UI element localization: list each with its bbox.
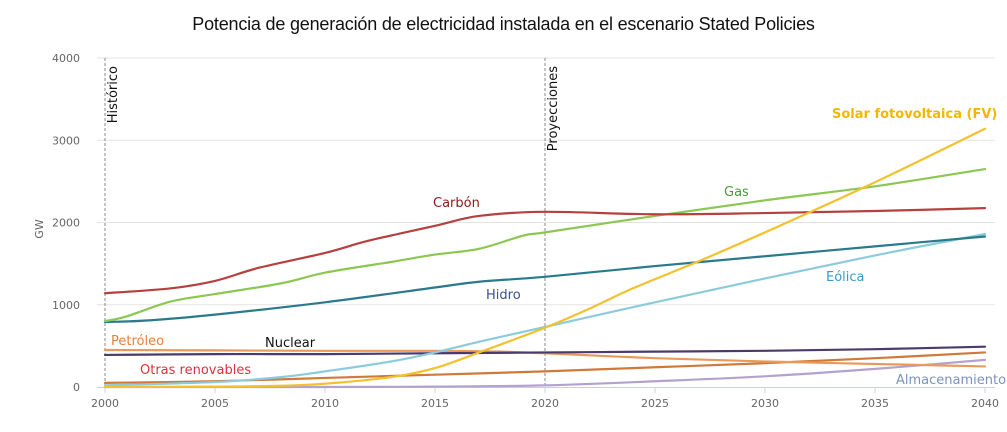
series-label-solar-fotovoltaica-fv: Solar fotovoltaica (FV) bbox=[832, 107, 997, 122]
x-tick-label: 2030 bbox=[751, 397, 779, 410]
y-axis-label: GW bbox=[33, 219, 46, 239]
series-line-hidro bbox=[103, 235, 987, 324]
series-line-almacenamiento bbox=[103, 358, 987, 389]
annotation-label: Histórico bbox=[106, 66, 121, 123]
series-layer bbox=[103, 127, 987, 389]
x-tick-label: 2000 bbox=[91, 397, 119, 410]
series-label-petroleo: Petróleo bbox=[111, 334, 164, 349]
y-tick-label: 0 bbox=[73, 381, 80, 394]
y-tick-label: 4000 bbox=[52, 52, 80, 65]
series-label-gas: Gas bbox=[724, 185, 749, 200]
series-line-carbon bbox=[103, 207, 987, 295]
series-line-eolica bbox=[103, 232, 987, 387]
x-tick-label: 2010 bbox=[311, 397, 339, 410]
series-line-gas bbox=[103, 167, 987, 323]
x-tick-label: 2020 bbox=[531, 397, 559, 410]
series-line-nuclear bbox=[103, 345, 987, 357]
x-tick-label: 2040 bbox=[971, 397, 999, 410]
grid-layer bbox=[97, 57, 995, 387]
series-line-solar-fotovoltaica-fv bbox=[103, 127, 987, 389]
series-label-almacenamiento: Almacenamiento bbox=[896, 373, 1006, 388]
y-tick-label: 3000 bbox=[52, 134, 80, 147]
label-layer: Histórico Proyecciones Carbón Gas Hidro Solar… bbox=[106, 66, 1006, 388]
annotation-label: Proyecciones bbox=[546, 66, 561, 151]
series-label-hidro: Hidro bbox=[486, 288, 521, 303]
y-tick-label: 1000 bbox=[52, 299, 80, 312]
series-label-eolica: Eólica bbox=[826, 270, 865, 285]
chart-title: Potencia de generación de electricidad i… bbox=[192, 14, 815, 34]
y-tick-label: 2000 bbox=[52, 217, 80, 230]
x-tick-label: 2005 bbox=[201, 397, 229, 410]
x-tick-label: 2025 bbox=[641, 397, 669, 410]
series-label-carbon: Carbón bbox=[433, 196, 480, 211]
x-tick-label: 2015 bbox=[421, 397, 449, 410]
series-label-otras-renovables: Otras renovables bbox=[140, 363, 251, 378]
x-tick-label: 2035 bbox=[861, 397, 889, 410]
axis-layer: 0 1000 2000 3000 4000 2000 2005 2010 2015 2020 202… bbox=[52, 52, 999, 410]
series-label-nuclear: Nuclear bbox=[265, 336, 316, 351]
